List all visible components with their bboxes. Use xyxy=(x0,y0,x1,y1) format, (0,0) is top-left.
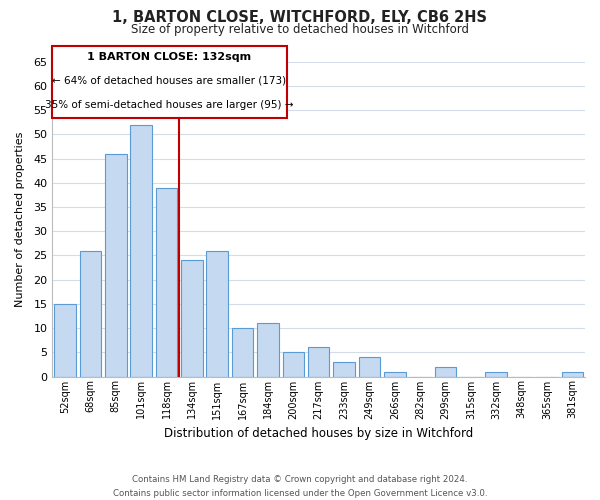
Bar xyxy=(206,250,228,376)
Bar xyxy=(181,260,203,376)
Text: 35% of semi-detached houses are larger (95) →: 35% of semi-detached houses are larger (… xyxy=(45,100,294,110)
Bar xyxy=(257,323,279,376)
Text: Size of property relative to detached houses in Witchford: Size of property relative to detached ho… xyxy=(131,22,469,36)
Text: 1 BARTON CLOSE: 132sqm: 1 BARTON CLOSE: 132sqm xyxy=(88,52,251,62)
Bar xyxy=(105,154,127,376)
Bar xyxy=(562,372,583,376)
Bar xyxy=(308,348,329,376)
Bar xyxy=(155,188,177,376)
Bar xyxy=(232,328,253,376)
Bar xyxy=(435,367,456,376)
Text: 1, BARTON CLOSE, WITCHFORD, ELY, CB6 2HS: 1, BARTON CLOSE, WITCHFORD, ELY, CB6 2HS xyxy=(113,10,487,25)
Bar xyxy=(130,124,152,376)
Text: ← 64% of detached houses are smaller (173): ← 64% of detached houses are smaller (17… xyxy=(52,76,287,86)
Bar xyxy=(54,304,76,376)
FancyBboxPatch shape xyxy=(52,46,287,118)
Bar xyxy=(384,372,406,376)
Bar xyxy=(80,250,101,376)
Text: Contains HM Land Registry data © Crown copyright and database right 2024.
Contai: Contains HM Land Registry data © Crown c… xyxy=(113,476,487,498)
X-axis label: Distribution of detached houses by size in Witchford: Distribution of detached houses by size … xyxy=(164,427,473,440)
Bar xyxy=(283,352,304,376)
Bar xyxy=(485,372,507,376)
Bar xyxy=(333,362,355,376)
Y-axis label: Number of detached properties: Number of detached properties xyxy=(15,132,25,307)
Bar xyxy=(359,357,380,376)
